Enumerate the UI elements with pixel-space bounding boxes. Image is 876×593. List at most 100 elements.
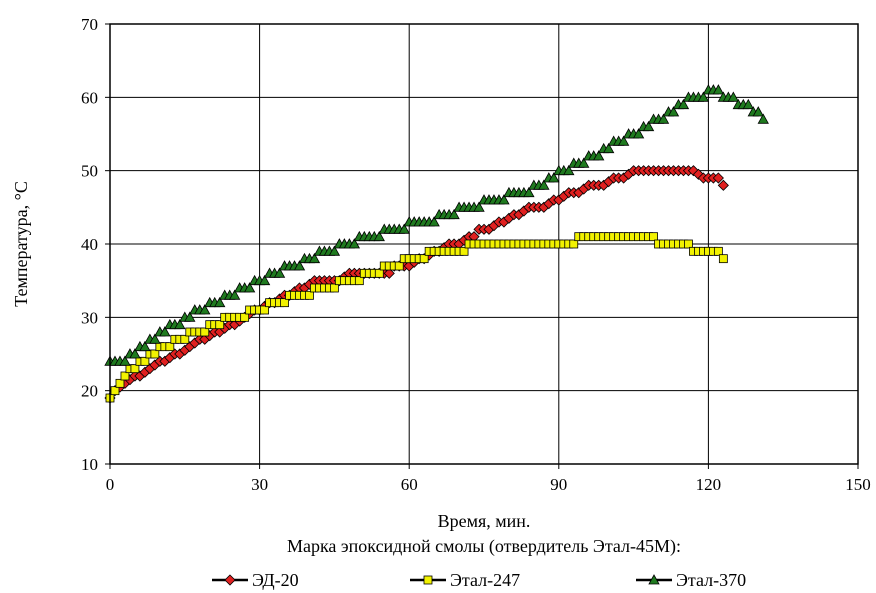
data-point	[280, 298, 289, 308]
data-point	[718, 254, 728, 264]
data-point	[459, 246, 469, 256]
data-point	[523, 186, 535, 198]
data-point	[215, 320, 225, 330]
data-point	[712, 84, 725, 95]
data-point	[129, 348, 141, 359]
data-point	[578, 157, 590, 168]
data-point	[273, 267, 286, 278]
data-point	[243, 282, 256, 293]
data-point	[308, 252, 321, 264]
data-point	[712, 172, 724, 184]
x-axis-title: Время, мин.	[438, 511, 531, 531]
y-tick-label: 40	[81, 235, 98, 254]
data-point	[228, 289, 241, 300]
legend-label: Этал-247	[450, 570, 520, 590]
data-point	[354, 276, 364, 286]
x-tick-label: 0	[106, 475, 115, 494]
y-tick-labels: 10 20 30 40 50 60 70	[81, 15, 110, 474]
data-point	[697, 91, 710, 102]
data-point	[548, 172, 560, 183]
y-tick-label: 10	[81, 455, 98, 474]
data-point	[538, 179, 550, 190]
legend-item: Этал-247	[410, 570, 520, 590]
data-point	[120, 371, 130, 381]
x-tick-label: 90	[550, 475, 567, 494]
data-point	[428, 216, 440, 227]
data-point	[348, 238, 361, 249]
x-tick-label: 120	[696, 475, 722, 494]
data-point	[149, 333, 161, 344]
x-tick-label: 30	[251, 475, 268, 494]
data-point	[199, 304, 211, 315]
data-point	[214, 296, 226, 308]
data-point	[373, 230, 385, 242]
legend-title: Марка эпоксидной смолы (отвердитель Этал…	[287, 536, 681, 557]
legend-marker	[423, 575, 433, 585]
y-tick-label: 70	[81, 15, 98, 34]
data-point	[563, 164, 575, 176]
data-point	[677, 98, 690, 110]
data-point	[498, 194, 510, 205]
legend-item: ЭД-20	[212, 570, 299, 590]
y-tick-label: 30	[81, 308, 98, 327]
data-point	[617, 135, 630, 146]
legend-item: Этал-370	[636, 570, 746, 590]
series-2	[104, 84, 769, 366]
data-point	[258, 274, 271, 286]
data-point	[293, 260, 306, 271]
data-point	[180, 334, 190, 344]
data-point	[383, 267, 395, 279]
x-tick-labels: 0 30 60 90 120 150	[106, 464, 871, 494]
legend-label: Этал-370	[676, 570, 746, 590]
data-point	[684, 239, 693, 249]
data-point	[593, 150, 605, 161]
data-point	[329, 283, 339, 293]
legend: ЭД-20 Этал-247 Этал-370	[212, 570, 746, 590]
data-point	[642, 120, 655, 132]
data-point	[305, 290, 314, 300]
data-point	[473, 201, 485, 212]
data-point	[419, 254, 429, 264]
legend-marker	[648, 574, 660, 585]
data-point	[139, 340, 151, 352]
data-point	[328, 245, 341, 256]
data-point	[632, 128, 645, 139]
data-point	[159, 326, 171, 337]
data-point	[110, 386, 120, 396]
data-point	[119, 355, 131, 366]
y-tick-label: 20	[81, 382, 98, 401]
data-point	[174, 318, 186, 330]
data-point	[717, 179, 729, 191]
data-point	[130, 364, 140, 374]
data-point	[742, 98, 754, 110]
data-point	[657, 113, 670, 124]
y-tick-label: 50	[81, 162, 98, 181]
y-axis-title: Температура, °С	[11, 181, 31, 307]
data-point	[649, 232, 658, 242]
data-point	[240, 312, 250, 322]
data-point	[602, 142, 615, 154]
data-point	[150, 349, 160, 359]
data-point	[115, 378, 125, 388]
x-tick-label: 60	[401, 475, 418, 494]
data-point	[165, 342, 175, 352]
data-point	[260, 305, 269, 315]
series-layer	[104, 84, 769, 404]
data-point	[727, 91, 740, 102]
data-point	[752, 106, 764, 117]
data-point	[140, 356, 150, 366]
data-point	[398, 223, 410, 234]
data-point	[374, 268, 384, 278]
data-point	[448, 208, 460, 220]
data-point	[757, 113, 769, 124]
legend-label: ЭД-20	[252, 570, 299, 590]
x-tick-label: 150	[845, 475, 871, 494]
data-point	[713, 246, 723, 256]
legend-marker	[224, 574, 236, 586]
data-point	[667, 106, 680, 117]
series-1	[105, 232, 728, 403]
data-point	[569, 239, 579, 249]
data-point	[394, 261, 404, 271]
